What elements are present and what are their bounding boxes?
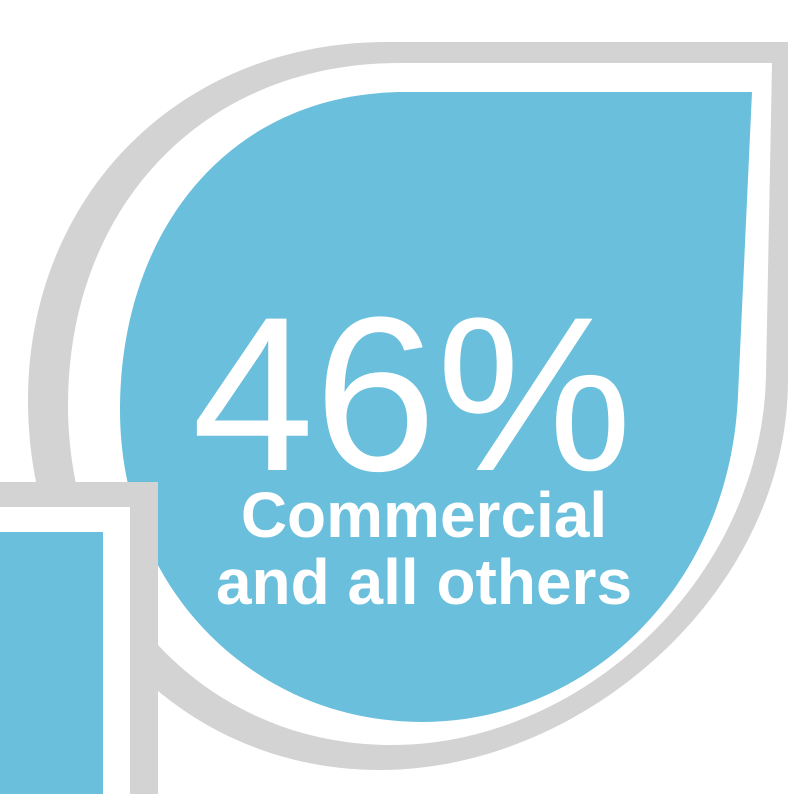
corner-panel: [0, 532, 103, 794]
leaf-shape: [120, 92, 752, 722]
percentage-value: 46%: [192, 271, 632, 517]
category-label-line-1: Commercial: [241, 479, 607, 551]
category-label-line-2: and all others: [216, 546, 632, 618]
